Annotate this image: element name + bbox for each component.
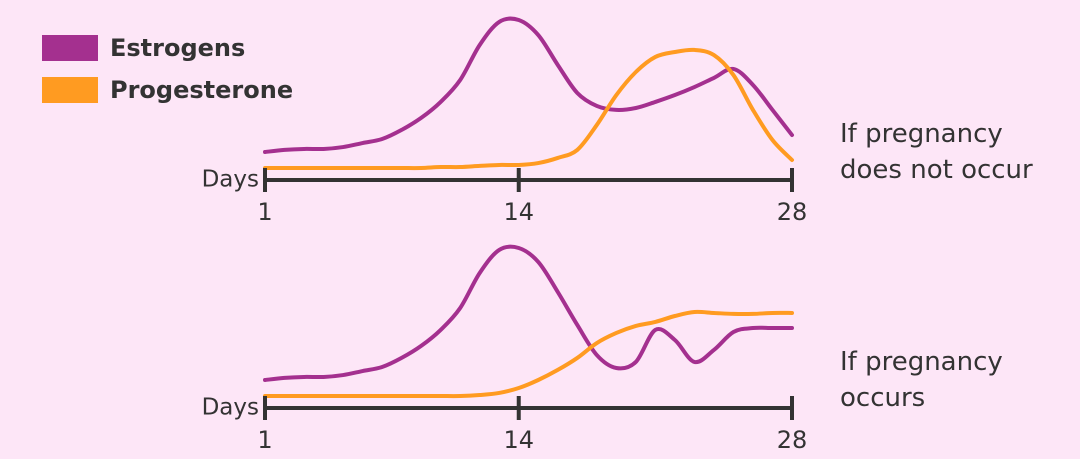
series-line [263,309,794,399]
x-tick-label: 14 [503,198,534,226]
legend-label: Estrogens [110,34,245,62]
series-line [263,244,794,382]
annotation: If pregnancy does not occur [840,119,1033,185]
legend-swatch [42,77,98,103]
x-tick-label: 28 [777,426,808,454]
x-tick-label: 1 [257,198,272,226]
x-tick-label: 28 [777,198,808,226]
x-tick-label: 14 [503,426,534,454]
series-line [263,47,794,171]
series-line [263,16,794,154]
x-axis-label: Days [202,395,259,421]
annotation: If pregnancy occurs [840,347,1003,413]
legend-swatch [42,35,98,61]
x-tick-label: 1 [257,426,272,454]
x-axis-label: Days [202,167,259,193]
legend-label: Progesterone [110,76,293,104]
